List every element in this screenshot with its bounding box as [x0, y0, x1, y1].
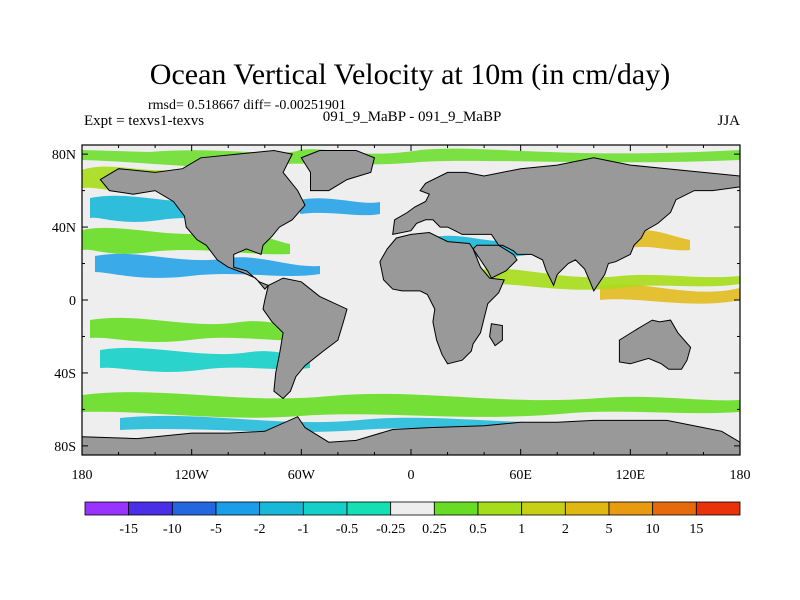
band-south-pacific-cyan [100, 347, 310, 372]
colorbar-swatch [302, 501, 348, 516]
y-tick-label: 80S [54, 440, 76, 455]
colorbar-swatch [477, 501, 523, 516]
land-africa [379, 231, 505, 365]
colorbar-label: -5 [210, 522, 222, 537]
plot-area [82, 145, 740, 455]
colorbar-label: -1 [297, 522, 309, 537]
stats-line: rmsd= 0.518667 diff= -0.00251901 [148, 98, 346, 113]
colorbar-swatch [608, 501, 654, 516]
land-layer [82, 149, 740, 455]
band-equator-central [480, 268, 740, 290]
colorbar-label: 10 [646, 522, 660, 537]
colorbar-swatch [564, 501, 610, 516]
colorbar-label: 2 [562, 522, 569, 537]
colorbar-swatch [259, 501, 304, 516]
x-tick-label: 0 [408, 468, 415, 483]
y-tick-label: 40S [54, 367, 76, 382]
x-tick-label: 60E [509, 468, 532, 483]
band-southern-ocean [82, 392, 740, 418]
land-antarctica [82, 416, 740, 455]
band-equator-east [600, 284, 740, 304]
experiment-label: Expt = texvs1-texvs [84, 113, 204, 129]
chart-title: Ocean Vertical Velocity at 10m (in cm/da… [150, 58, 670, 91]
x-tick-label: 120E [616, 468, 646, 483]
land-eurasia [392, 157, 740, 292]
colorbar-label: 1 [518, 522, 525, 537]
x-tick-label: 60W [288, 468, 316, 483]
x-tick-label: 180 [730, 468, 751, 483]
y-tick-label: 0 [69, 294, 76, 309]
y-tick-label: 40N [52, 221, 76, 236]
band-atlantic-north [300, 198, 380, 216]
land-north-america [99, 149, 306, 290]
colorbar-swatch [346, 501, 392, 516]
colorbar-label: -15 [119, 522, 138, 537]
comparison-label: 091_9_MaBP - 091_9_MaBP [323, 109, 502, 125]
band-australia-yellow [630, 230, 690, 251]
y-axis: 80N 40N 0 40S 80S [52, 148, 740, 455]
colorbar-swatch [84, 501, 130, 516]
colorbar-label: 0.25 [422, 522, 447, 537]
colorbar-label: -2 [254, 522, 266, 537]
colorbar-swatch [695, 501, 741, 516]
land-south-america [262, 277, 348, 400]
colorbar-swatch [171, 501, 217, 516]
colorbar-swatch [390, 501, 435, 516]
land-australia [618, 319, 692, 370]
colorbar-label: -0.5 [336, 522, 358, 537]
x-axis: 180 120W 60W 0 60E 120E 180 [72, 145, 751, 483]
x-tick-label: 180 [72, 468, 93, 483]
land-arabia [472, 244, 518, 279]
band-south-pacific-green [90, 317, 305, 342]
colorbar-label: -0.25 [376, 522, 405, 537]
colorbar-label: 5 [606, 522, 613, 537]
colorbar-swatch [521, 501, 566, 516]
colorbar-swatch [128, 501, 173, 516]
colorbar-label: 15 [689, 522, 703, 537]
x-tick-label: 120W [175, 468, 210, 483]
colorbar: -15 -10 -5 -2 -1 -0.5 -0.25 0.25 0.5 1 2 5 10 15 [84, 501, 741, 537]
band-tropic-cyan [95, 253, 320, 278]
land-madagascar [489, 323, 503, 347]
colorbar-swatch [433, 501, 479, 516]
season-label: JJA [717, 113, 740, 129]
colorbar-label: -10 [163, 522, 182, 537]
colorbar-swatch [215, 501, 261, 516]
y-tick-label: 80N [52, 148, 76, 163]
colorbar-swatch [652, 501, 697, 516]
land-greenland [300, 150, 375, 192]
colorbar-label: 0.5 [469, 522, 487, 537]
